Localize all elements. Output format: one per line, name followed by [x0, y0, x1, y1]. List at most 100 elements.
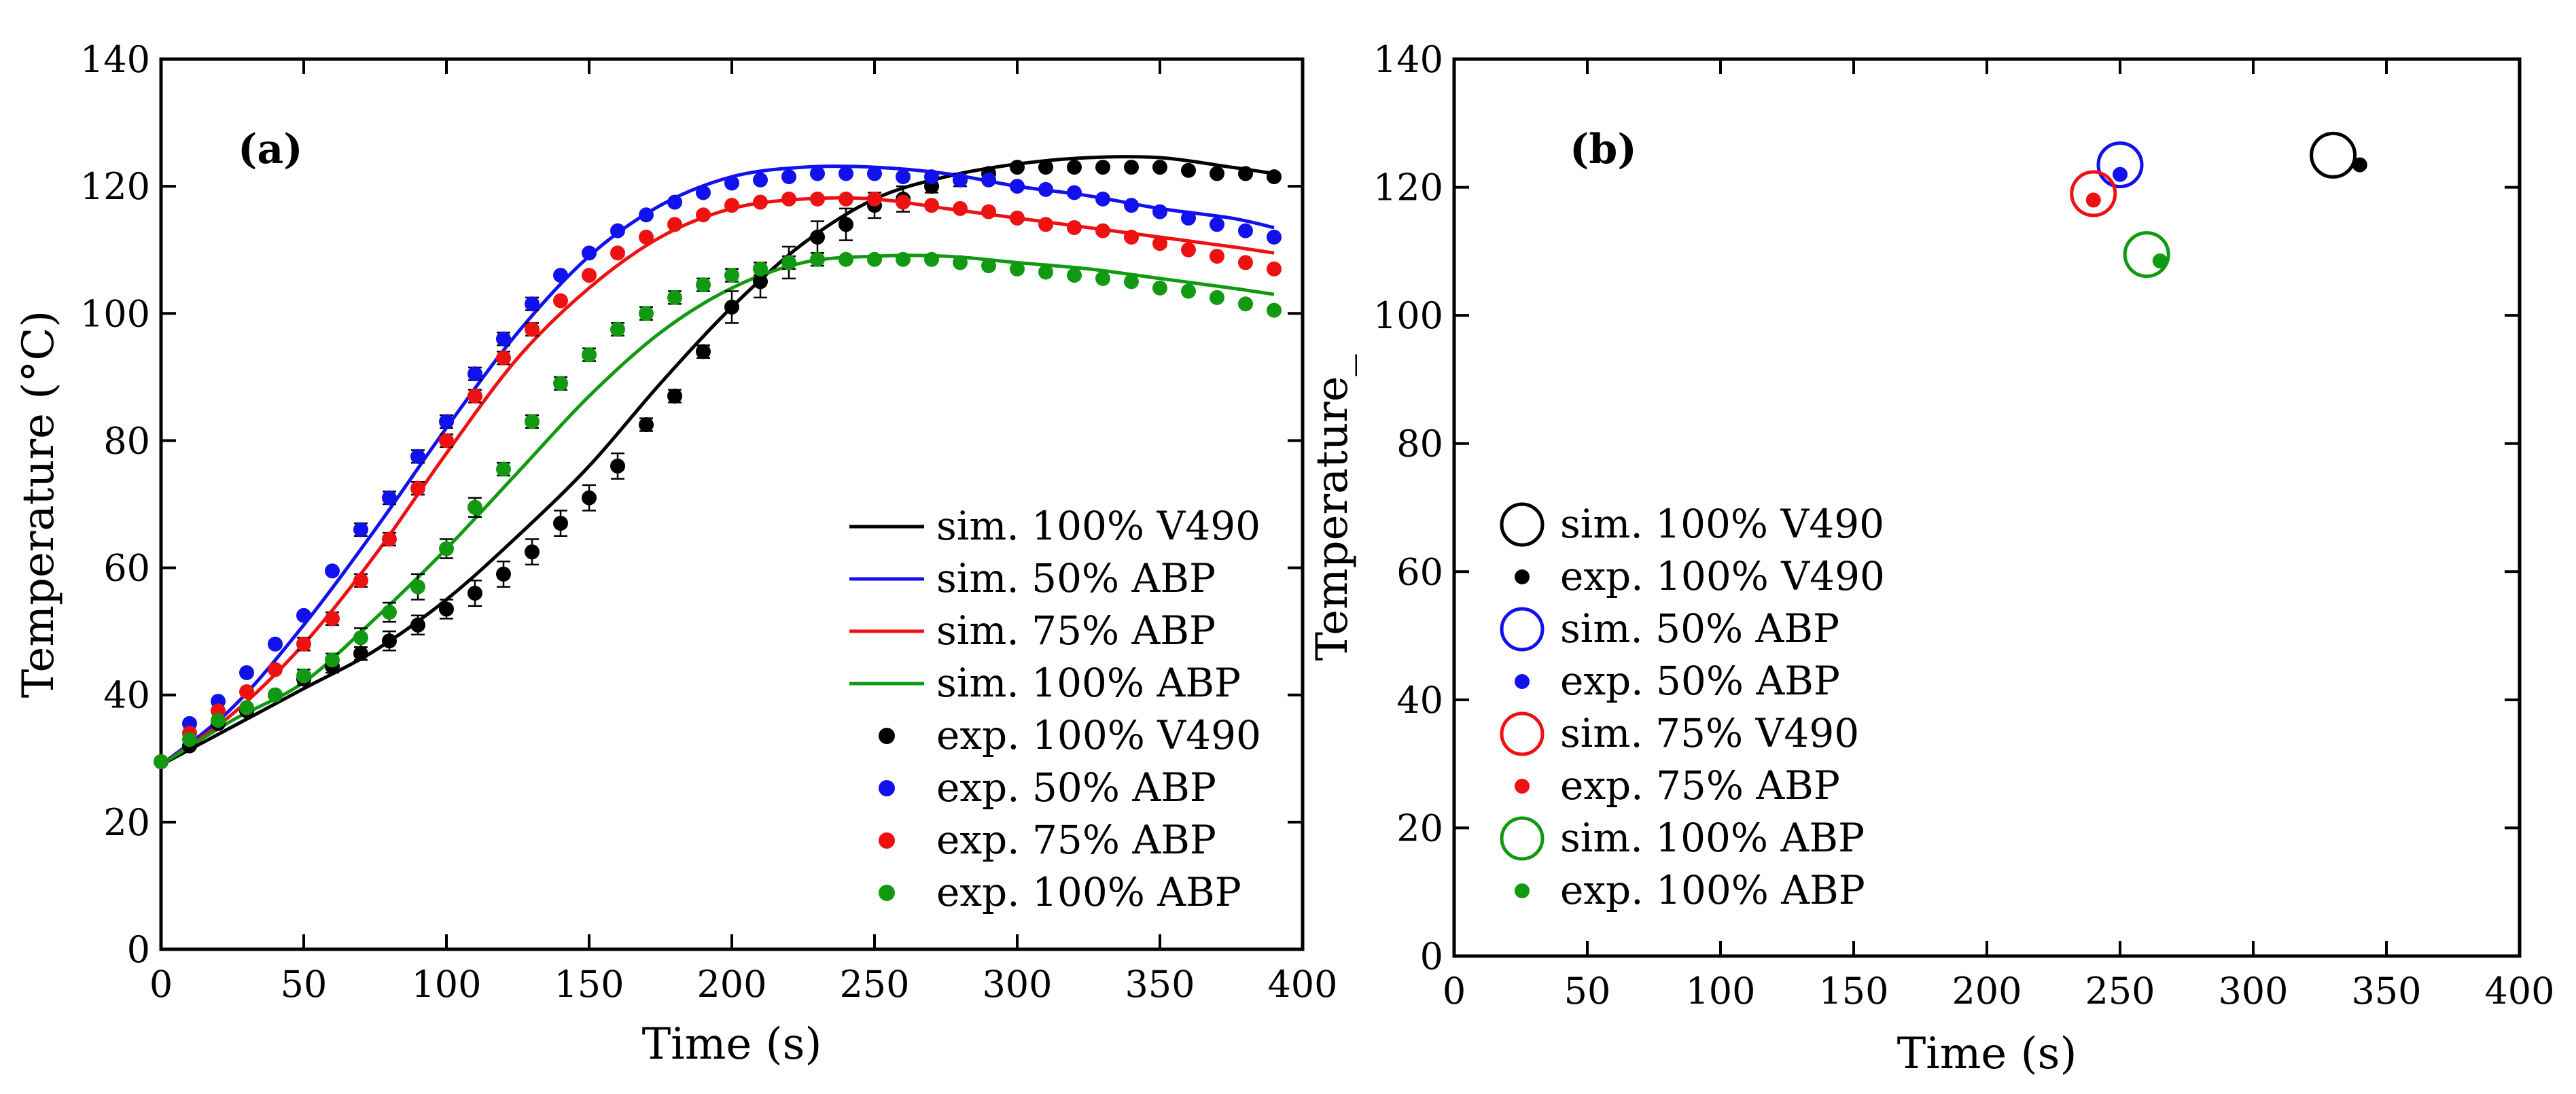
exp-point-3: [867, 251, 882, 267]
x-tick-label: 300: [982, 963, 1052, 1006]
exp-point-3: [981, 258, 996, 274]
exp-point-1: [753, 172, 768, 188]
exp-point-0: [410, 617, 425, 633]
y-tick-label: 20: [1396, 807, 1443, 849]
exp-point-3: [410, 579, 425, 595]
exp-point-2: [296, 636, 311, 652]
legend-label: sim. 100% V490: [936, 503, 1260, 549]
x-tick-label: 350: [1125, 963, 1195, 1006]
exp-point-2: [325, 611, 340, 627]
x-tick-label: 0: [1443, 970, 1466, 1012]
exp-point-1: [1067, 185, 1082, 200]
sim-line-1: [160, 164, 1275, 766]
panel-a-y-axis-label: Temperature (°C): [14, 311, 64, 699]
exp-point-1: [325, 563, 340, 579]
legend-label: exp. 50% ABP: [936, 764, 1216, 811]
exp-point-2: [753, 194, 768, 210]
panel-a-x-axis-label: Time (s): [642, 1019, 822, 1070]
legend-label: sim. 50% ABP: [1560, 605, 1839, 652]
sim-marker-4: [2070, 170, 2117, 217]
exp-point-0: [1181, 162, 1196, 178]
exp-point-3: [781, 255, 796, 270]
x-tick-label: 0: [149, 963, 173, 1006]
exp-point-0: [1095, 160, 1110, 175]
panel-b: 0 50 100 150 200 250 300 350 400 0 20 40 60 80 100 120 1…: [1307, 38, 2555, 1079]
exp-point-2: [439, 433, 454, 448]
exp-point-2: [696, 207, 711, 223]
legend-label: exp. 75% ABP: [936, 817, 1216, 863]
exp-point-0: [582, 490, 597, 506]
exp-point-3: [1210, 289, 1224, 305]
exp-point-2: [496, 350, 511, 366]
exp-point-1: [296, 607, 311, 623]
exp-marker-7: [2152, 253, 2168, 268]
y-tick-label: 40: [1396, 679, 1443, 722]
panel-b-legend: sim. 100% V490 exp. 100% V490 sim. 50% ABP…: [1500, 501, 1885, 913]
panel-a-ticks: 0 50 100 150 200 250 300 350 400 0 20 40 60 80 100 120 1…: [80, 38, 1338, 1006]
exp-point-0: [810, 230, 825, 245]
exp-point-3: [182, 732, 197, 747]
legend-open-circle-swatch: [1500, 711, 1545, 756]
exp-point-1: [667, 194, 682, 210]
exp-point-2: [525, 321, 540, 337]
exp-point-2: [981, 204, 996, 219]
legend-label: sim. 75% ABP: [936, 607, 1216, 654]
legend-dot-swatch: [879, 885, 895, 901]
legend-label: exp. 100% ABP: [1560, 867, 1865, 913]
exp-marker-5: [2085, 192, 2101, 208]
exp-point-0: [724, 299, 739, 315]
legend-open-circle-swatch: [1500, 502, 1545, 547]
exp-point-2: [1038, 217, 1053, 232]
exp-point-2: [724, 198, 739, 213]
exp-point-3: [1067, 268, 1082, 283]
exp-point-3: [924, 251, 939, 267]
y-tick-label: 60: [103, 547, 150, 590]
exp-point-0: [753, 274, 768, 289]
legend-open-circle-swatch: [1500, 816, 1545, 861]
exp-point-0: [496, 566, 511, 582]
legend-dot-swatch: [879, 780, 895, 796]
exp-point-2: [953, 200, 968, 216]
legend-label: sim. 75% V490: [1560, 710, 1859, 756]
exp-point-3: [439, 541, 454, 557]
exp-point-1: [439, 414, 454, 429]
exp-point-1: [1181, 210, 1196, 226]
panel-a: 0 50 100 150 200 250 300 350 400 0 20 40 60 80 100 120 1…: [14, 38, 1338, 1070]
exp-point-0: [439, 601, 454, 617]
exp-point-2: [1067, 219, 1082, 235]
panel-a-label: (a): [238, 126, 303, 173]
x-tick-label: 250: [2085, 970, 2155, 1012]
exp-point-2: [239, 684, 254, 700]
legend-label: sim. 100% ABP: [936, 660, 1241, 706]
exp-point-1: [1095, 191, 1110, 207]
sim-marker-6: [2123, 231, 2170, 279]
exp-point-0: [553, 516, 568, 531]
exp-point-1: [896, 169, 911, 185]
exp-point-1: [1124, 198, 1139, 213]
exp-point-3: [211, 713, 226, 728]
exp-point-1: [582, 245, 597, 261]
exp-point-3: [1124, 274, 1139, 289]
x-tick-label: 100: [1685, 970, 1755, 1012]
x-tick-label: 150: [554, 963, 624, 1006]
exp-point-0: [667, 388, 682, 404]
y-tick-label: 0: [127, 928, 150, 971]
panel-b-markers: [2070, 131, 2367, 279]
exp-point-1: [553, 268, 568, 283]
exp-point-3: [525, 414, 540, 429]
y-tick-label: 0: [1420, 935, 1443, 978]
exp-point-0: [525, 544, 540, 560]
exp-point-1: [1267, 230, 1282, 245]
exp-point-1: [639, 207, 654, 223]
exp-point-1: [839, 166, 853, 181]
exp-point-3: [1152, 280, 1167, 296]
y-tick-label: 20: [103, 801, 150, 844]
exp-marker-1: [2352, 157, 2367, 173]
legend-dot-swatch: [1515, 674, 1530, 689]
exp-point-2: [582, 268, 597, 283]
exp-point-2: [553, 293, 568, 308]
x-tick-label: 400: [2484, 970, 2554, 1012]
exp-point-3: [610, 321, 625, 337]
exp-point-3: [1238, 296, 1253, 312]
exp-point-2: [268, 662, 283, 677]
